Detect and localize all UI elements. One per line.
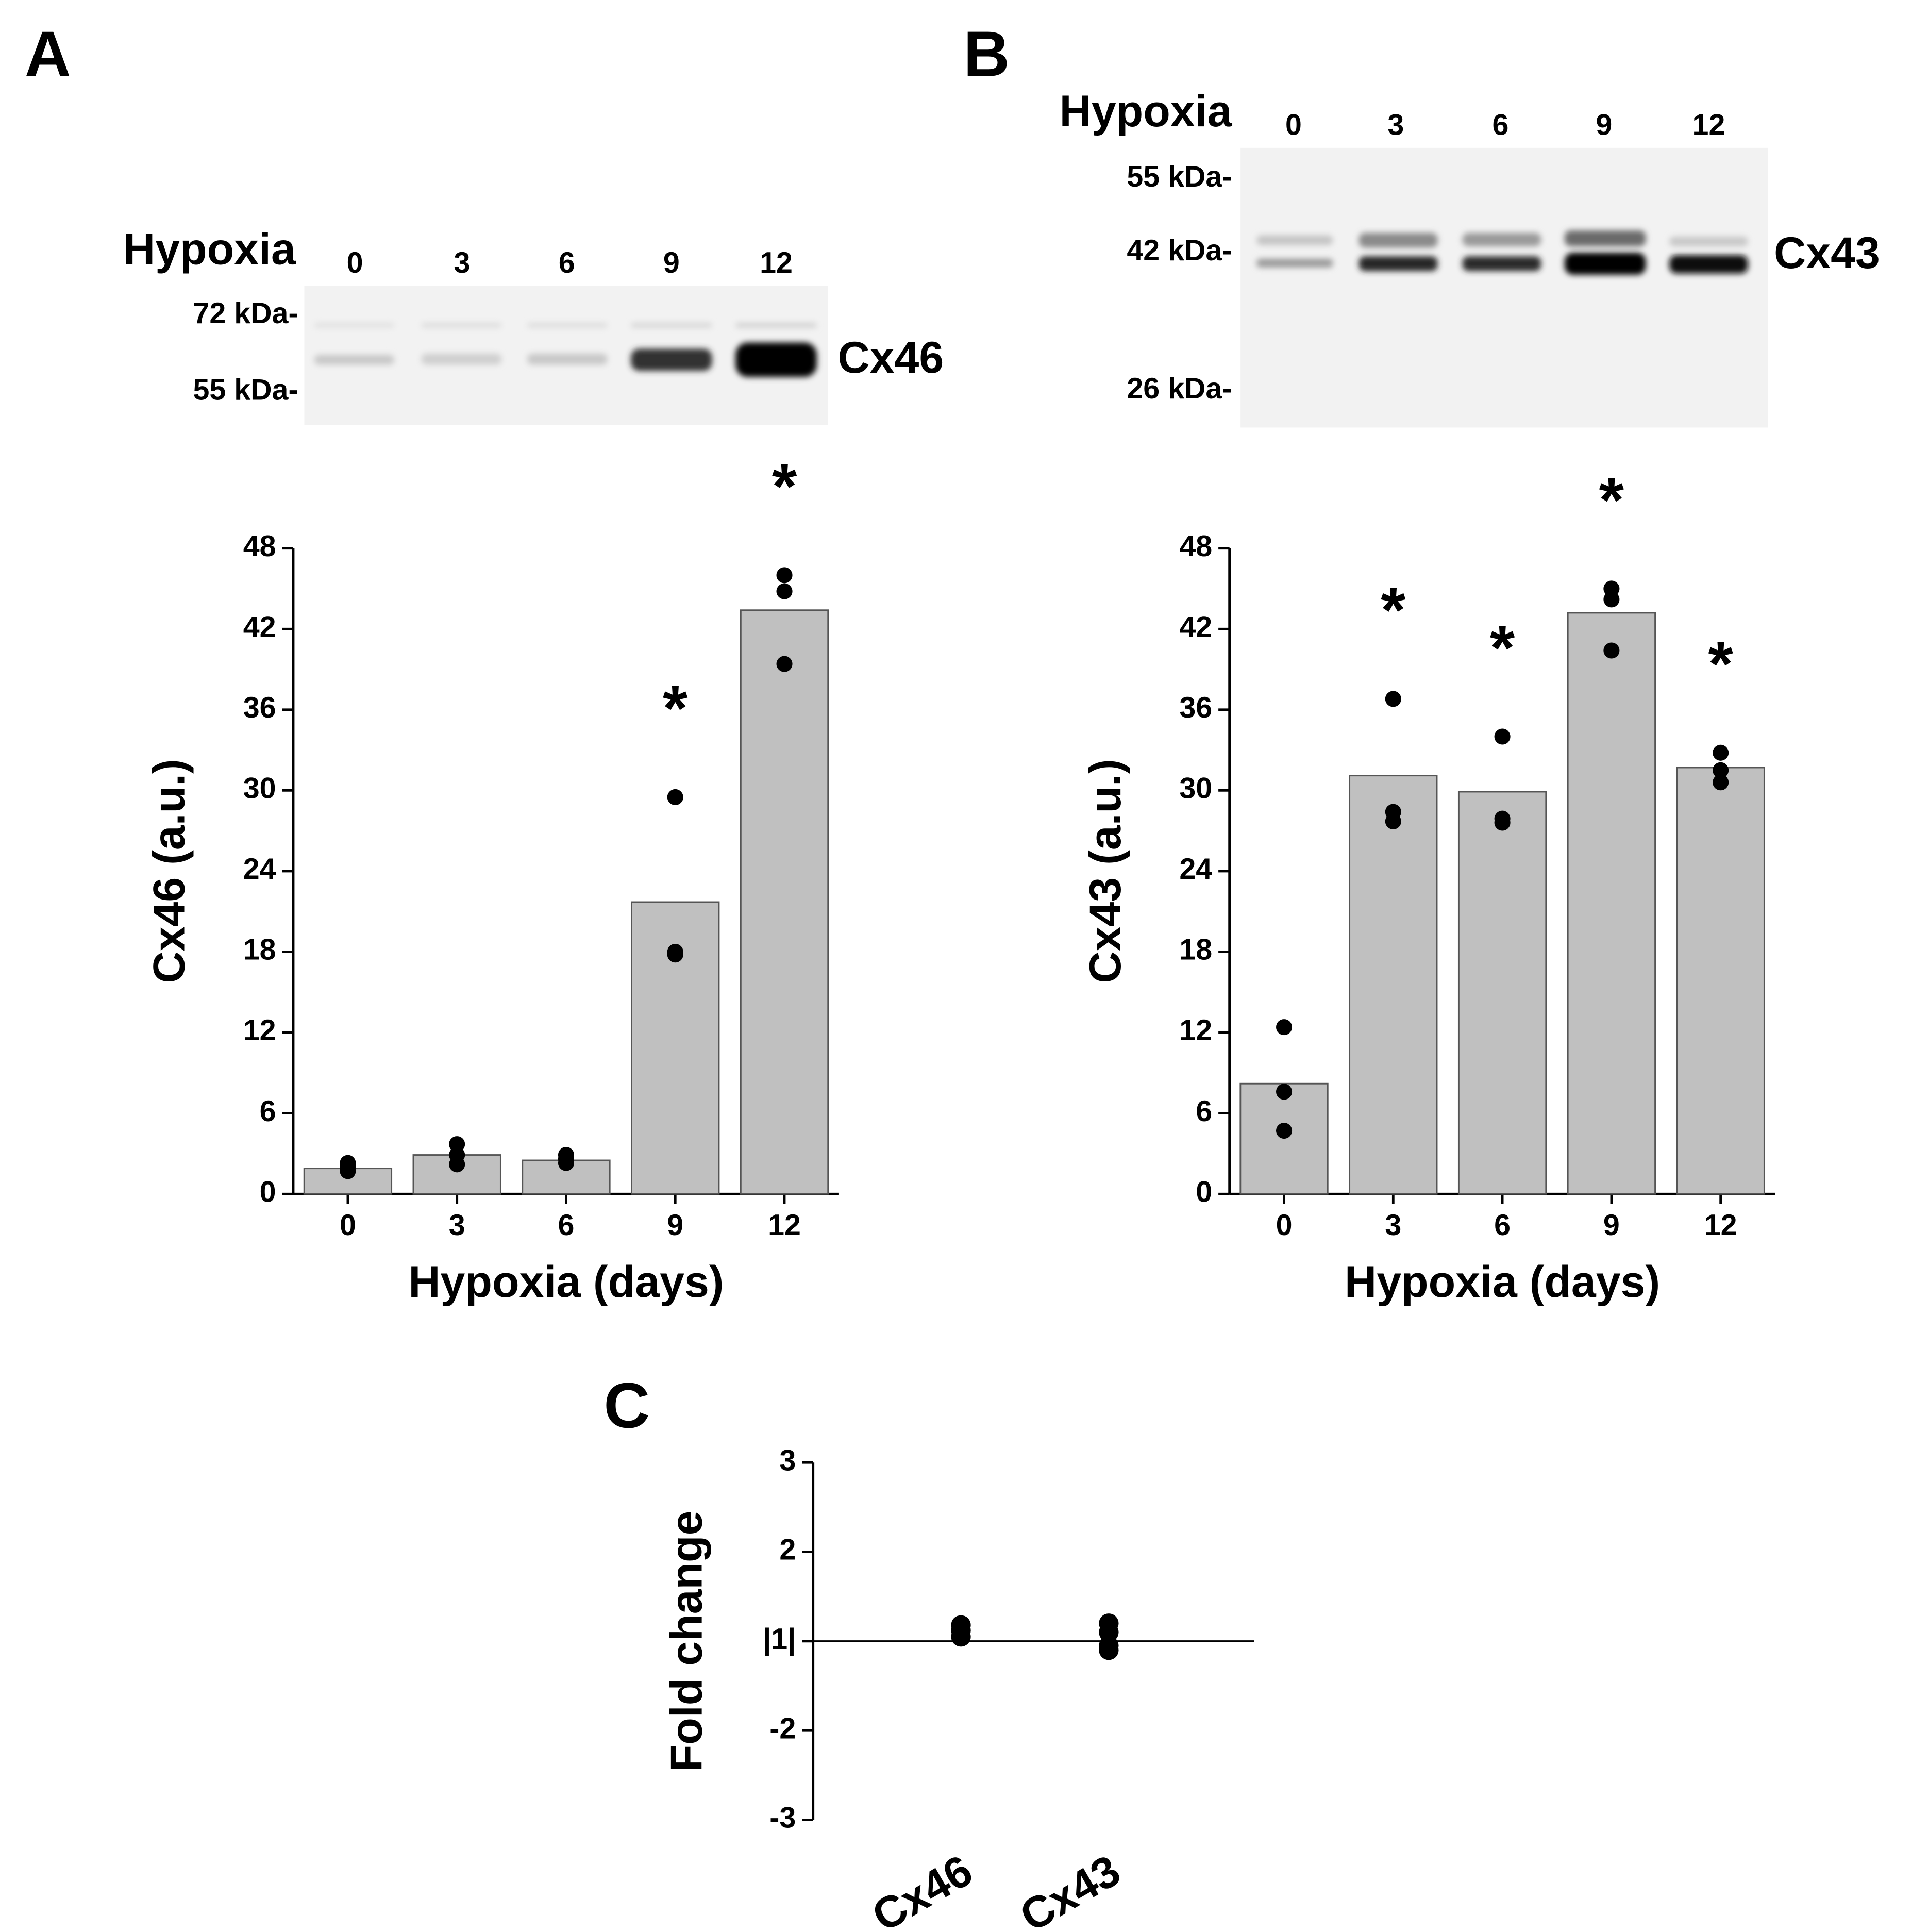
lane-label: 6 <box>1492 108 1509 141</box>
data-point <box>1385 691 1401 707</box>
y-tick-label: 24 <box>243 853 276 886</box>
marker-label: 72 kDa- <box>193 297 298 330</box>
marker-label: 42 kDa- <box>1127 234 1232 267</box>
y-tick-label: 48 <box>243 530 276 563</box>
significance-marker: * <box>1381 574 1406 646</box>
data-point <box>1713 762 1729 778</box>
y-tick-label: 2 <box>779 1534 796 1567</box>
y-tick-label: 42 <box>243 610 276 643</box>
x-tick-label: 3 <box>449 1209 465 1242</box>
lane-label: 0 <box>1285 108 1302 141</box>
x-tick-label: Cx43 <box>1012 1845 1128 1932</box>
x-tick-label: 12 <box>1704 1209 1737 1242</box>
significance-marker: * <box>772 451 797 522</box>
x-tick-label: 6 <box>1494 1209 1511 1242</box>
y-tick-label: 18 <box>1179 934 1212 967</box>
y-tick-label: 36 <box>1179 691 1212 724</box>
bar <box>1239 1082 1329 1195</box>
x-tick-label: 3 <box>1385 1209 1401 1242</box>
data-point <box>1276 1019 1293 1036</box>
y-tick-label: 12 <box>243 1014 276 1047</box>
data-point <box>1713 774 1729 791</box>
y-tick-label: 18 <box>243 934 276 967</box>
panel-letter: C <box>603 1370 650 1442</box>
x-tick-label: 0 <box>340 1209 356 1242</box>
y-tick-label: 6 <box>1196 1095 1212 1128</box>
data-point <box>1099 1640 1119 1660</box>
data-point <box>1713 744 1729 761</box>
y-tick-label: 0 <box>1196 1175 1212 1208</box>
x-tick-label: 9 <box>1603 1209 1620 1242</box>
data-point <box>776 656 793 672</box>
x-tick-label: 6 <box>558 1209 575 1242</box>
y-tick-label: 48 <box>1179 530 1212 563</box>
data-point <box>1603 591 1620 608</box>
x-tick-label: 12 <box>768 1209 801 1242</box>
significance-marker: * <box>1490 612 1515 684</box>
panel-letter: B <box>963 19 1010 90</box>
data-point <box>1385 813 1401 829</box>
band-label: Cx43 <box>1774 228 1880 278</box>
panel-letter: A <box>25 19 71 90</box>
marker-label: 26 kDa- <box>1127 372 1232 405</box>
bar <box>740 609 829 1195</box>
x-axis-label: Hypoxia (days) <box>1345 1257 1660 1307</box>
lane-label: 9 <box>663 246 680 279</box>
data-point <box>776 567 793 584</box>
lane-label: 6 <box>559 246 575 279</box>
y-tick-label: 36 <box>243 691 276 724</box>
y-tick-label: 6 <box>260 1095 276 1128</box>
y-tick-label: 24 <box>1179 853 1212 886</box>
data-point <box>951 1627 971 1647</box>
data-point <box>449 1146 465 1163</box>
significance-marker: * <box>1599 464 1624 536</box>
band-label: Cx46 <box>838 333 944 382</box>
blot-image <box>1240 147 1768 428</box>
y-tick-label: 0 <box>260 1175 276 1208</box>
y-axis-label: Cx43 (a.u.) <box>1081 759 1130 983</box>
y-tick-label: -3 <box>769 1802 796 1835</box>
data-point <box>667 943 683 960</box>
lane-label: 3 <box>454 246 471 279</box>
y-axis-label: Fold change <box>662 1511 711 1772</box>
bar <box>1676 767 1765 1195</box>
data-point <box>1276 1123 1293 1139</box>
bar <box>1457 791 1547 1195</box>
data-point <box>667 789 683 805</box>
data-point <box>1494 728 1511 745</box>
data-point <box>1276 1084 1293 1100</box>
x-tick-label: 0 <box>1276 1209 1293 1242</box>
lane-label: 12 <box>1692 108 1725 141</box>
significance-marker: * <box>663 673 688 744</box>
bar <box>1349 775 1438 1195</box>
blot-image <box>304 286 828 425</box>
y-tick-label: 30 <box>1179 772 1212 805</box>
lane-label: 3 <box>1387 108 1404 141</box>
x-tick-label: Cx46 <box>864 1845 981 1932</box>
marker-label: 55 kDa- <box>193 373 298 406</box>
lane-label: 9 <box>1596 108 1612 141</box>
data-point <box>340 1159 356 1175</box>
y-tick-label: 42 <box>1179 610 1212 643</box>
blot-title: Hypoxia <box>1060 87 1233 136</box>
y-tick-label: -2 <box>769 1712 796 1745</box>
y-axis-label: Cx46 (a.u.) <box>144 759 194 983</box>
x-axis-label: Hypoxia (days) <box>408 1257 724 1307</box>
significance-marker: * <box>1708 628 1733 700</box>
lane-label: 12 <box>760 246 793 279</box>
data-point <box>1494 814 1511 831</box>
y-tick-label: 3 <box>779 1444 796 1477</box>
y-tick-label: 12 <box>1179 1014 1212 1047</box>
y-tick-label: |1| <box>763 1623 796 1656</box>
data-point <box>558 1151 575 1167</box>
x-tick-label: 9 <box>667 1209 683 1242</box>
bar <box>1567 612 1656 1195</box>
marker-label: 55 kDa- <box>1127 160 1232 193</box>
data-point <box>776 583 793 599</box>
lane-label: 0 <box>347 246 363 279</box>
y-tick-label: 30 <box>243 772 276 805</box>
data-point <box>1603 642 1620 659</box>
blot-title: Hypoxia <box>123 225 296 274</box>
